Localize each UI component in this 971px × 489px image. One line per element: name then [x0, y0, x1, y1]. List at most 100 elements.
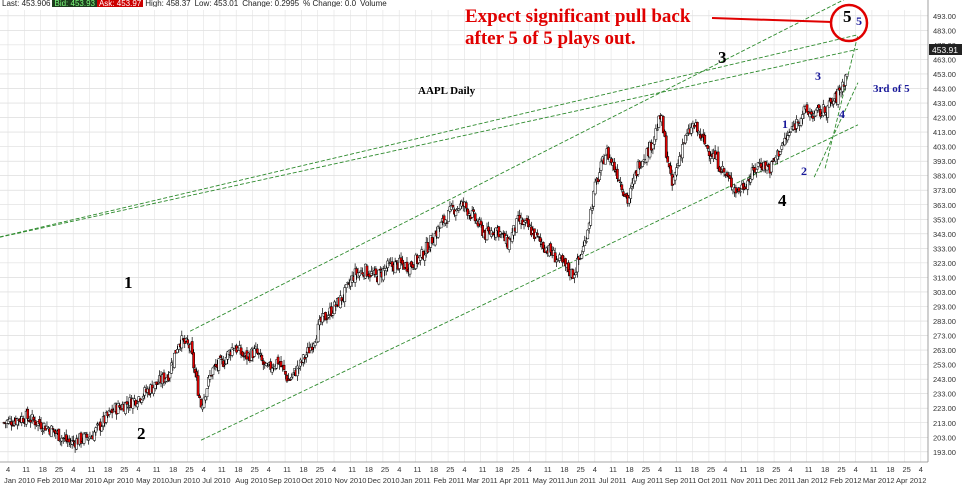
day-tick-label: 11	[348, 465, 356, 474]
day-tick-label: 4	[919, 465, 923, 474]
day-tick-label: 25	[903, 465, 911, 474]
quote-volume: Volume	[360, 0, 387, 7]
third-of-five-label: 3rd of 5	[873, 83, 910, 95]
candle-up	[349, 279, 353, 287]
candle-up	[180, 335, 184, 349]
candle-down	[472, 209, 476, 212]
candle-up	[381, 268, 385, 281]
candle-up	[653, 136, 656, 145]
candle-down	[718, 166, 721, 172]
price-tick-label: 403.00	[933, 143, 956, 152]
candle-down	[220, 358, 224, 360]
candle-up	[544, 247, 548, 252]
candle-down	[401, 259, 404, 265]
candle-down	[405, 261, 409, 272]
candle-up	[630, 182, 634, 187]
day-tick-label: 4	[788, 465, 792, 474]
price-tick-label: 373.00	[933, 186, 956, 195]
date-tick-label: Jan 2011	[400, 476, 430, 485]
candle-up	[175, 349, 179, 354]
day-tick-label: 25	[642, 465, 650, 474]
quote-ask: Ask: 453.97	[96, 0, 144, 7]
day-tick-label: 11	[544, 465, 552, 474]
date-tick-label: Feb 2012	[830, 476, 862, 485]
candle-up	[87, 438, 90, 441]
candle-down	[464, 202, 468, 209]
candle-down	[79, 432, 83, 444]
candle-up	[799, 118, 803, 126]
candle-down	[57, 428, 61, 441]
candle-down	[263, 361, 267, 365]
candle-down	[741, 183, 745, 190]
candle-up	[50, 425, 53, 437]
candle-up	[756, 162, 760, 167]
candle-down	[536, 232, 539, 236]
candle-down	[276, 356, 280, 365]
date-tick-label: Nov 2011	[731, 476, 763, 485]
candle-up	[418, 254, 422, 261]
quote-low: Low: 453.01	[194, 0, 239, 7]
candle-up	[205, 388, 209, 398]
candle-down	[805, 104, 809, 113]
candle-up	[316, 323, 320, 342]
candle-down	[67, 438, 71, 443]
candle-up	[224, 357, 228, 365]
day-tick-label: 4	[723, 465, 727, 474]
candle-up	[436, 226, 440, 238]
candle-up	[629, 187, 633, 199]
candle-down	[241, 351, 244, 357]
day-tick-label: 18	[756, 465, 764, 474]
candle-down	[38, 419, 41, 425]
wave-label-primary-3: 3	[718, 48, 727, 67]
candle-down	[725, 172, 729, 177]
day-tick-label: 18	[886, 465, 894, 474]
candle-down	[426, 242, 430, 253]
day-tick-label: 25	[837, 465, 845, 474]
candle-down	[98, 421, 102, 431]
candle-down	[817, 104, 821, 109]
candle-down	[564, 258, 567, 267]
wave-label-minor-5: 5	[856, 14, 862, 28]
candle-up	[844, 74, 847, 86]
candle-down	[39, 421, 43, 430]
candle-up	[131, 398, 135, 409]
date-tick-label: Apr 2012	[896, 476, 926, 485]
candle-up	[217, 358, 221, 371]
candle-down	[621, 191, 625, 196]
candle-up	[814, 109, 818, 117]
candle-down	[221, 360, 225, 367]
candle-down	[378, 268, 382, 271]
candle-down	[481, 225, 484, 236]
wave-label-minor-2: 2	[801, 164, 807, 178]
candle-up	[780, 145, 784, 150]
day-tick-label: 11	[479, 465, 487, 474]
day-tick-label: 11	[870, 465, 878, 474]
candles	[2, 73, 849, 453]
candle-up	[641, 161, 644, 167]
day-tick-label: 18	[495, 465, 503, 474]
candle-up	[678, 156, 681, 166]
candle-up	[618, 181, 622, 184]
chart-title: AAPL Daily	[418, 85, 476, 97]
candle-down	[818, 109, 822, 117]
candle-up	[270, 368, 274, 373]
day-tick-label: 4	[528, 465, 532, 474]
candle-up	[377, 269, 381, 285]
candle-down	[553, 252, 557, 263]
day-tick-label: 25	[185, 465, 193, 474]
candle-up	[573, 274, 576, 278]
date-tick-label: Jan 2010	[4, 476, 35, 485]
candle-down	[661, 116, 665, 134]
candle-up	[454, 210, 458, 216]
candle-up	[580, 254, 584, 259]
candle-up	[304, 354, 308, 358]
candle-up	[627, 197, 631, 204]
candle-up	[826, 105, 830, 118]
price-tick-label: 493.00	[933, 12, 956, 21]
candle-down	[162, 372, 166, 383]
price-tick-label: 433.00	[933, 99, 956, 108]
day-tick-label: 11	[609, 465, 617, 474]
candle-down	[255, 348, 259, 354]
candle-down	[538, 237, 542, 242]
